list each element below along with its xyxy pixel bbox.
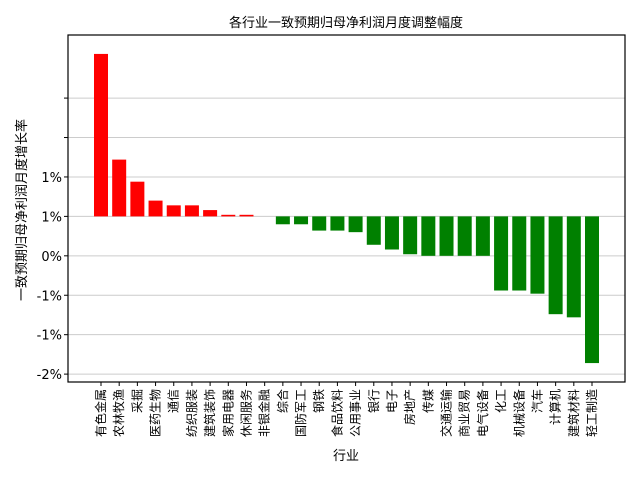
bar-7 [221,214,236,217]
bar-26 [566,216,581,318]
x-tick-label: 医药生物 [149,389,163,437]
y-axis: -2% -1% -1% 0% 1% 1% [37,97,68,383]
x-tick-label: 电气设备 [475,389,490,437]
bar-16 [384,216,399,250]
x-tick-label: 农林牧渔 [112,389,126,437]
bar-14 [348,216,363,233]
y-axis-label: 一致预期归母净利润月度增长率 [14,119,30,301]
bar-27 [585,216,599,364]
bar-12 [312,216,327,231]
x-tick-label: 商业贸易 [457,389,472,437]
chart-title: 各行业一致预期归母净利润月度调整幅度 [229,15,463,31]
bars [94,53,599,364]
x-tick-label: 传媒 [420,389,435,413]
bar-25 [548,216,563,315]
y-tick-label: -2% [37,368,62,383]
x-tick-label: 房地产 [402,389,417,425]
y-tick-label: 1% [41,210,62,225]
x-tick-label: 采掘 [129,389,144,413]
x-tick-label: 纺织服装 [185,389,199,437]
x-tick-label: 汽车 [529,389,544,413]
bar-4 [166,205,181,217]
bar-13 [330,216,345,231]
bar-18 [421,216,436,256]
x-tick-label: 银行 [367,389,381,413]
bar-19 [439,216,454,256]
x-tick-label: 公用事业 [349,389,363,437]
y-tick-label: -1% [37,329,62,344]
bar-22 [494,216,509,291]
bar-1 [112,159,127,217]
x-tick-label: 钢铁 [312,389,326,413]
x-tick-label: 交通运输 [439,389,454,437]
x-tick-label: 非银金融 [257,389,272,437]
x-tick-label: 通信 [167,389,181,413]
x-tick-label: 建筑装饰 [202,389,217,437]
bar-10 [275,216,290,225]
x-tick-label: 轻工制造 [585,389,599,437]
bar-3 [148,200,163,217]
y-tick-label: 1% [41,171,62,186]
bar-21 [475,216,490,256]
x-tick-label: 有色金属 [93,389,108,437]
x-tick-label: 休闲服务 [238,389,253,437]
x-tick-label: 食品饮料 [329,389,344,437]
x-tick-label: 国防军工 [293,389,308,437]
bar-24 [530,216,545,294]
bar-8 [239,214,254,217]
bar-5 [184,205,199,217]
bar-0 [94,53,108,217]
y-tick-label: 0% [41,250,62,265]
x-axis-label: 行业 [333,449,359,464]
x-tick-label: 建筑材料 [566,389,581,437]
bar-2 [130,181,145,217]
x-tick-label: 综合 [275,389,290,413]
x-axis: 有色金属 农林牧渔 采掘 医药生物 通信 纺织服装 建筑装饰 家用电器 休闲服务 非银金融 综合 国防… [93,382,599,437]
x-tick-label: 计算机 [548,389,563,425]
x-tick-label: 化工 [494,389,508,413]
bar-23 [512,216,527,291]
bar-6 [203,210,218,217]
x-tick-label: 机械设备 [511,389,526,437]
x-tick-label: 家用电器 [220,389,235,437]
plot-frame [67,34,626,383]
bar-17 [403,216,418,255]
bar-20 [457,216,472,256]
grid [68,97,625,375]
bar-15 [366,216,381,245]
x-tick-label: 电子 [385,389,399,413]
y-tick-label: -1% [37,289,62,304]
bar-11 [294,216,309,225]
